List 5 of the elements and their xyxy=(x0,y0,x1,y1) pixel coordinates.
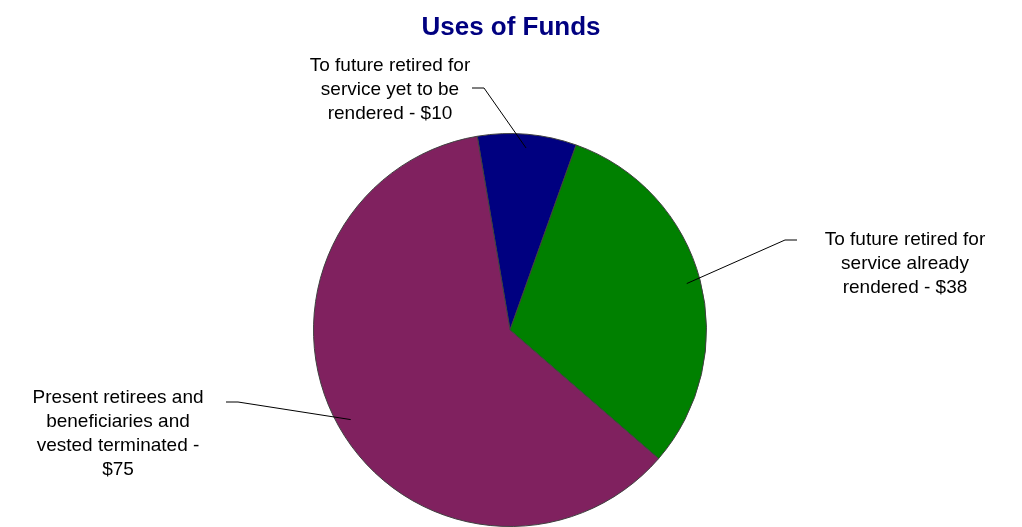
data-label: $75 xyxy=(102,458,134,480)
chart-title: Uses of Funds xyxy=(421,11,601,42)
slice-label: Present retirees and beneficiaries and vested terminated - xyxy=(32,386,204,456)
slice-label: To future retired for service already rendered - $38 xyxy=(824,228,986,298)
slice-label: To future retired for service yet to be rendered - $10 xyxy=(309,54,471,124)
